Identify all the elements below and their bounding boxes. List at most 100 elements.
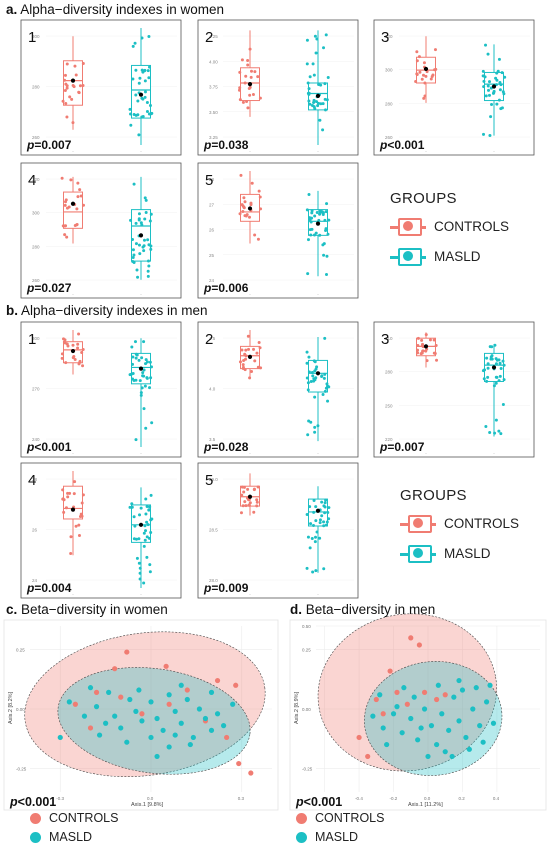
data-point-masld [148,103,152,107]
panel-frame [373,19,535,156]
data-point-masld [314,519,318,523]
data-point-masld [315,530,319,534]
data-point-masld [145,360,149,364]
panel-number: 3 [381,331,389,348]
data-point-masld [486,362,490,366]
mean-marker-masld [315,221,321,226]
data-point-controls [77,90,81,94]
data-point-controls [81,61,85,65]
data-point-controls [416,336,420,340]
data-point-masld [146,269,150,273]
data-point-masld [143,68,147,72]
data-point-controls [415,73,419,77]
data-point-masld [323,82,327,86]
data-point-masld [129,123,133,127]
x-axis-label: Axis.1 [9.8%] [131,802,164,808]
data-point-masld [470,706,476,712]
p-value: p=0.009 [203,581,249,595]
data-point-controls [61,488,65,492]
masld-boxplot-icon [390,245,426,267]
y-tick-label: -0.25 [16,766,27,771]
data-point-controls [241,209,245,213]
data-point-masld [446,727,452,733]
panel-frame [20,162,182,299]
data-point-masld [411,694,417,700]
data-point-masld [321,243,325,247]
data-point-masld [497,429,501,433]
data-point-controls [241,100,245,104]
legend-label-masld: MASLD [49,830,93,844]
data-point-masld [499,432,503,436]
data-point-masld [208,689,215,696]
data-point-controls [77,523,81,527]
data-point-controls [81,348,85,352]
section-d-title: d. Beta−diversity in men [290,602,436,617]
x-tick-mark: · [140,592,142,598]
data-point-masld [325,98,329,102]
y-tick-label: 24 [209,278,215,283]
data-point-masld [308,228,312,232]
data-point-masld [160,727,166,733]
y-tick-label: 24 [32,578,38,583]
data-point-masld [137,217,141,221]
y-tick-label: 220 [385,437,393,442]
data-point-masld [326,399,330,403]
data-point-masld [323,372,327,376]
x-tick-mark: · [72,292,74,298]
data-point-masld [456,677,462,684]
p-value: p=0.038 [203,138,249,152]
data-point-masld [380,725,386,731]
data-point-controls [255,351,259,355]
data-point-masld [311,524,315,528]
data-point-masld [313,425,317,429]
section-a-title: a. Alpha−diversity indexes in women [6,2,225,17]
data-point-controls [60,176,64,180]
data-point-masld [482,85,486,89]
mean-marker-controls [70,507,76,512]
panel-frame [197,321,359,458]
data-point-controls [65,206,69,210]
y-tick-label: 280 [32,244,40,249]
data-point-masld [145,376,149,380]
data-point-masld [137,243,141,247]
y-tick-label: 300 [385,68,393,73]
x-tick-mark: · [72,592,74,598]
groups-legend-women: GROUPS CONTROLS MASLD [390,190,509,267]
data-point-masld [143,95,147,99]
data-point-masld [145,555,149,559]
beta-legend-men-masld: MASLD [296,830,358,844]
data-point-masld [306,272,310,276]
panel-number: 5 [205,472,213,489]
data-point-masld [488,80,492,84]
data-point-masld [327,385,331,389]
x-tick-mark: · [249,292,251,298]
data-point-masld [140,356,144,360]
controls-boxplot-icon [390,215,426,237]
data-point-masld [124,739,130,745]
y-tick-label: 28 [209,177,215,182]
data-point-masld [147,508,151,512]
y-tick-label: 3.5 [209,437,216,442]
data-point-masld [143,538,147,542]
data-point-masld [485,379,489,383]
data-point-controls [238,212,242,216]
data-point-masld [130,502,134,506]
panel-number: 5 [205,172,213,189]
panel-frame [20,462,182,599]
data-point-masld [146,523,150,527]
data-point-masld [320,514,324,518]
data-point-masld [150,111,154,115]
legend-title: GROUPS [400,487,467,504]
data-point-masld [143,196,147,200]
data-point-masld [154,715,160,722]
data-point-controls [433,48,437,52]
pcoa-panel-beta-men: -0.6 -0.4 -0.2 0.0 0.2 0.4 0.50 0.25 0.00 -0.25 Ax… [289,613,547,811]
data-point-controls [248,93,252,97]
data-point-masld [134,221,138,225]
data-point-controls [242,490,246,494]
data-point-masld [473,685,479,691]
controls-dot-icon [296,812,307,824]
data-point-masld [93,704,100,710]
data-point-masld [316,101,320,105]
data-point-masld [147,264,151,268]
